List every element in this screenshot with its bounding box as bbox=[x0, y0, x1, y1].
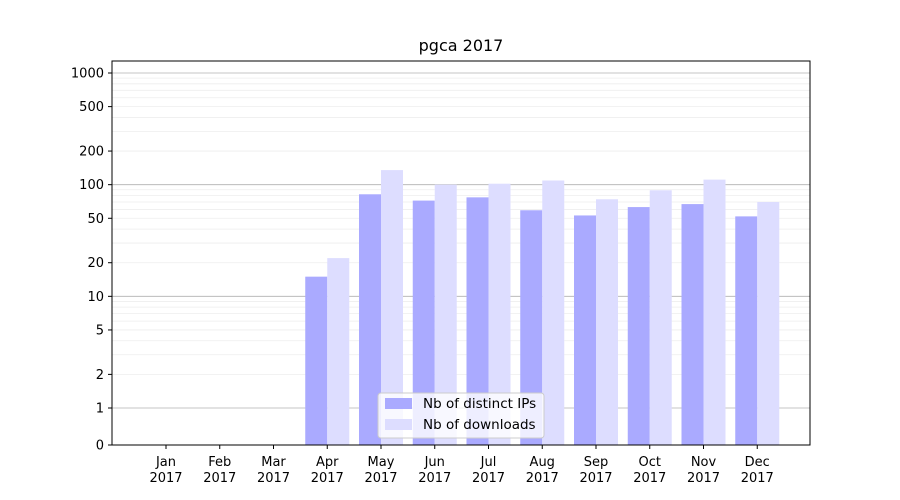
x-tick-label-month: Aug bbox=[530, 455, 555, 470]
legend-label: Nb of distinct IPs bbox=[423, 396, 536, 412]
legend-box bbox=[377, 392, 545, 439]
bar-downloads bbox=[649, 190, 672, 445]
y-tick-label: 200 bbox=[79, 145, 104, 160]
chart-title: pgca 2017 bbox=[419, 36, 504, 55]
x-tick-label-year: 2017 bbox=[149, 471, 182, 486]
x-tick-label-month: Jan bbox=[155, 455, 176, 470]
x-tick-label-month: Jun bbox=[424, 455, 445, 470]
legend-swatch bbox=[385, 398, 412, 409]
x-tick-label-month: Sep bbox=[584, 455, 609, 470]
legend-swatch bbox=[385, 419, 412, 430]
y-tick-label: 1000 bbox=[71, 67, 104, 82]
y-tick-label: 500 bbox=[79, 100, 104, 115]
x-tick-label-month: Mar bbox=[261, 455, 286, 470]
x-tick-label-year: 2017 bbox=[579, 471, 612, 486]
y-tick-label: 10 bbox=[87, 290, 104, 305]
x-tick-label-year: 2017 bbox=[687, 471, 720, 486]
x-tick-label-year: 2017 bbox=[203, 471, 236, 486]
bar-distinct-ips bbox=[520, 210, 543, 445]
bars bbox=[305, 170, 780, 446]
y-tick-label: 20 bbox=[87, 256, 104, 271]
x-tick-label-month: Oct bbox=[639, 455, 661, 470]
bar-distinct-ips bbox=[359, 194, 381, 445]
x-tick-label-month: Dec bbox=[745, 455, 770, 470]
y-tick-label: 5 bbox=[96, 323, 104, 338]
bar-distinct-ips bbox=[735, 216, 758, 445]
x-tick-label-month: Jul bbox=[480, 455, 497, 470]
x-tick-label-year: 2017 bbox=[472, 471, 505, 486]
y-tick-label: 50 bbox=[87, 212, 104, 227]
y-tick-label: 0 bbox=[96, 439, 104, 454]
bar-distinct-ips bbox=[574, 215, 596, 445]
bar-downloads bbox=[327, 258, 350, 445]
x-tick-label-month: Nov bbox=[691, 455, 717, 470]
y-tick-label: 100 bbox=[79, 178, 104, 193]
y-tick-label: 1 bbox=[96, 402, 104, 417]
x-tick-label-year: 2017 bbox=[418, 471, 451, 486]
y-axis: 0 1 2 5 10 20 50 100 200 500 1000 bbox=[71, 67, 112, 454]
legend: Nb of distinct IPs Nb of downloads bbox=[377, 392, 545, 439]
legend-label: Nb of downloads bbox=[423, 417, 536, 433]
bar-distinct-ips bbox=[466, 197, 489, 445]
bar-downloads bbox=[757, 201, 780, 445]
x-tick-label-year: 2017 bbox=[526, 471, 559, 486]
x-tick-label-year: 2017 bbox=[364, 471, 397, 486]
x-tick-label-year: 2017 bbox=[633, 471, 666, 486]
bar-downloads bbox=[488, 183, 511, 446]
x-tick-label-month: Feb bbox=[208, 455, 231, 470]
bar-distinct-ips bbox=[305, 276, 328, 445]
x-tick-label-month: May bbox=[368, 455, 395, 470]
bar-downloads bbox=[381, 170, 403, 445]
bar-distinct-ips bbox=[627, 207, 650, 445]
y-tick-label: 2 bbox=[96, 368, 104, 383]
plot-frame bbox=[111, 60, 811, 446]
bar-downloads bbox=[542, 180, 565, 446]
bar-distinct-ips bbox=[681, 204, 704, 445]
x-tick-label-year: 2017 bbox=[257, 471, 290, 486]
x-tick-label-month: Apr bbox=[316, 455, 339, 470]
x-tick-label-year: 2017 bbox=[311, 471, 344, 486]
bar-downloads bbox=[596, 199, 618, 445]
bar-downloads bbox=[703, 179, 726, 446]
bar-distinct-ips bbox=[412, 200, 435, 445]
x-axis: Jan2017Feb2017Mar2017Apr2017May2017Jun20… bbox=[149, 445, 774, 486]
x-tick-label-year: 2017 bbox=[741, 471, 774, 486]
bar-downloads bbox=[434, 184, 457, 445]
